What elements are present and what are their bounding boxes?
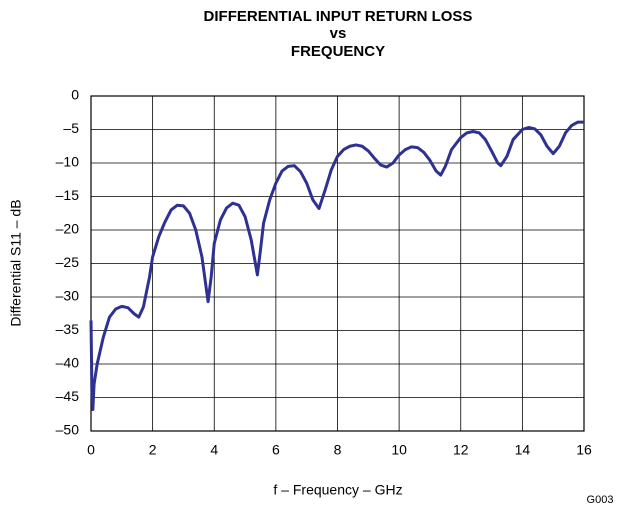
chart-title: vs xyxy=(330,25,347,42)
chart-title: FREQUENCY xyxy=(291,43,385,60)
chart-title: DIFFERENTIAL INPUT RETURN LOSS xyxy=(204,8,473,25)
x-tick-label: 12 xyxy=(453,442,469,458)
x-tick-label: 8 xyxy=(334,442,342,458)
y-tick-label: –30 xyxy=(56,288,80,304)
y-tick-label: –25 xyxy=(56,254,80,270)
x-tick-label: 0 xyxy=(87,442,95,458)
y-axis-label: Differential S11 – dB xyxy=(8,199,24,326)
y-tick-label: –35 xyxy=(56,321,80,337)
y-tick-label: –15 xyxy=(56,187,80,203)
y-tick-label: –40 xyxy=(56,355,80,371)
x-tick-label: 14 xyxy=(515,442,531,458)
data-line xyxy=(89,120,584,412)
y-tick-label: –50 xyxy=(56,422,80,438)
x-tick-label: 10 xyxy=(391,442,407,458)
x-tick-label: 4 xyxy=(210,442,218,458)
figure-code: G003 xyxy=(587,494,614,506)
x-tick-label: 6 xyxy=(272,442,280,458)
x-tick-label: 16 xyxy=(576,442,592,458)
x-axis-label: f – Frequency – GHz xyxy=(273,482,402,498)
y-tick-label: –45 xyxy=(56,388,80,404)
y-tick-label: –20 xyxy=(56,221,80,237)
x-tick-label: 2 xyxy=(149,442,157,458)
y-tick-label: 0 xyxy=(71,87,79,103)
y-tick-label: –10 xyxy=(56,154,80,170)
y-tick-label: –5 xyxy=(63,120,79,136)
plot-frame xyxy=(90,95,585,432)
